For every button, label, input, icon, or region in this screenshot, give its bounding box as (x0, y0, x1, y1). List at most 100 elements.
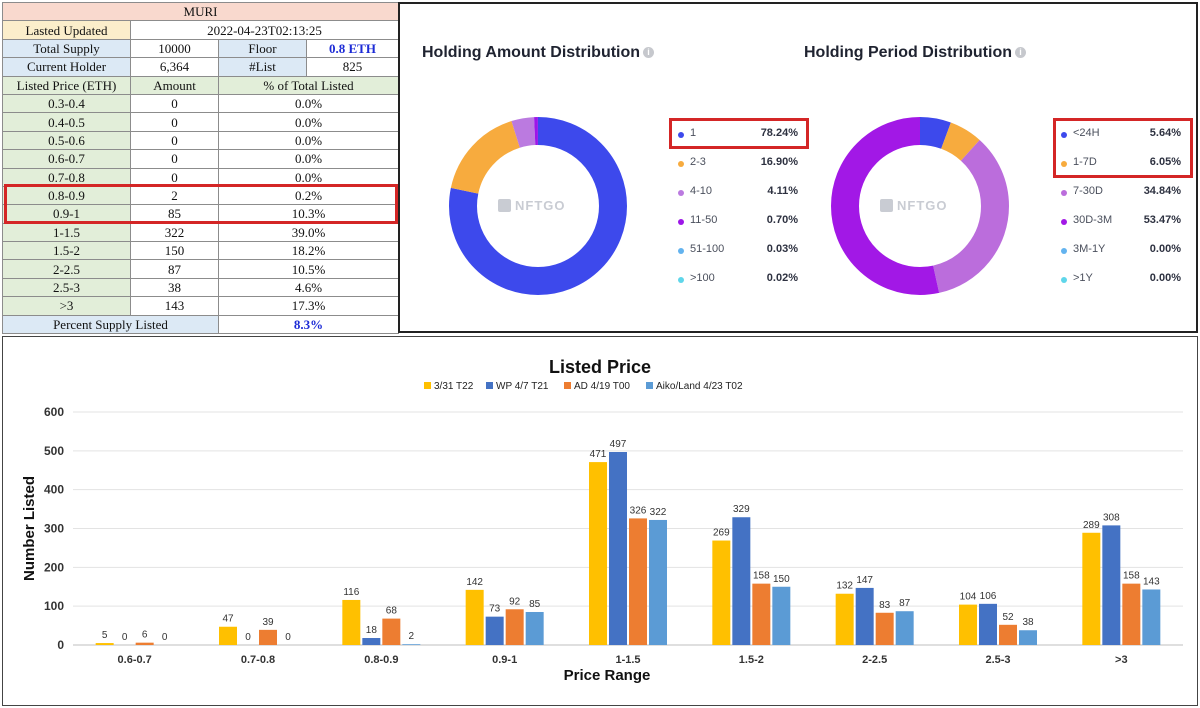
pct-cell: 4.6% (217, 277, 400, 298)
total-supply-value: 10000 (130, 38, 219, 59)
bar[interactable] (382, 618, 401, 645)
bar[interactable] (732, 517, 751, 645)
holding-period-legend: <24H 5.64% 1-7D 6.05% 7-30D 34.84% 30D-3M 53.47… (1055, 126, 1185, 300)
nftgo-watermark-text: NFTGO (897, 198, 948, 213)
pct-cell: 0.0% (217, 130, 400, 151)
price-range-cell: 1-1.5 (2, 222, 131, 243)
legend-item[interactable]: 11-50 0.70% (672, 213, 802, 242)
donut-slice[interactable] (449, 117, 627, 295)
bar[interactable] (1122, 583, 1141, 645)
total-supply-label: Total Supply (2, 38, 131, 59)
bar[interactable] (589, 462, 607, 645)
bar-value-label: 150 (773, 574, 790, 585)
table-title: MURI (1, 1, 400, 22)
holding-amount-donut (449, 117, 627, 295)
pct-cell: 17.3% (217, 296, 400, 316)
y-tick-label: 500 (44, 444, 64, 458)
holding-distribution-panel: Holding Amount Distribution i Holding Per… (398, 2, 1198, 333)
bar-value-label: 269 (713, 528, 730, 539)
bar-value-label: 143 (1143, 576, 1160, 587)
bar-value-label: 289 (1083, 520, 1100, 531)
legend-item[interactable]: 3M-1Y 0.00% (1055, 242, 1185, 271)
legend-item[interactable]: 1-7D 6.05% (1055, 155, 1185, 184)
bar[interactable] (525, 611, 544, 645)
legend-item[interactable]: 2-3 16.90% (672, 155, 802, 184)
bar[interactable] (362, 638, 381, 645)
bar-value-label: 104 (960, 592, 977, 603)
pct-cell: 39.0% (217, 222, 400, 243)
bar[interactable] (609, 451, 627, 645)
bar[interactable] (465, 589, 484, 645)
legend-item[interactable]: 30D-3M 53.47% (1055, 213, 1185, 242)
bar-value-label: 142 (466, 577, 483, 588)
legend-dot-icon (678, 219, 684, 225)
legend-dot-icon (1061, 248, 1067, 254)
legend-item[interactable]: >100 0.02% (672, 271, 802, 300)
legend-item[interactable]: >1Y 0.00% (1055, 271, 1185, 300)
bar[interactable] (1142, 589, 1161, 645)
legend-percent: 6.05% (1149, 156, 1181, 168)
legend-item[interactable]: 4-10 4.11% (672, 184, 802, 213)
amount-cell: 38 (130, 277, 219, 298)
bar[interactable] (629, 518, 647, 645)
bar[interactable] (259, 629, 277, 645)
y-tick-label: 400 (44, 483, 64, 497)
bar-value-label: 471 (590, 449, 607, 460)
amount-cell: 87 (130, 259, 219, 279)
bar[interactable] (1102, 525, 1121, 645)
price-range-cell: 1.5-2 (2, 241, 131, 261)
bar[interactable] (95, 643, 114, 645)
legend-item[interactable]: <24H 5.64% (1055, 126, 1185, 155)
info-icon[interactable]: i (1014, 47, 1026, 59)
bar[interactable] (999, 624, 1017, 645)
bar-value-label: 85 (529, 599, 541, 610)
bar[interactable] (959, 604, 977, 645)
amount-cell: 0 (130, 149, 219, 169)
price-range-cell: 0.6-0.7 (2, 149, 131, 169)
pct-cell: 0.0% (217, 149, 400, 169)
bar[interactable] (752, 583, 771, 645)
legend-swatch (564, 382, 571, 389)
y-tick-label: 600 (44, 405, 64, 419)
bar-value-label: 92 (509, 596, 521, 607)
amount-cell: 0 (130, 93, 219, 114)
price-range-cell: 0.5-0.6 (2, 130, 131, 151)
bar[interactable] (712, 540, 731, 645)
bar[interactable] (505, 609, 524, 645)
amount-cell: 150 (130, 241, 219, 261)
bar-value-label: 0 (285, 632, 291, 643)
legend-dot-icon (1061, 277, 1067, 283)
table-row: 0.4-0.5 0 0.0% (2, 112, 400, 132)
bar[interactable] (1082, 532, 1101, 645)
bar[interactable] (835, 593, 854, 645)
bar[interactable] (649, 519, 667, 645)
bar[interactable] (402, 644, 421, 645)
donut-slice[interactable] (831, 117, 1009, 295)
bar[interactable] (485, 616, 504, 645)
nftgo-logo-icon (880, 199, 893, 212)
bar[interactable] (342, 599, 361, 645)
bar[interactable] (855, 587, 874, 645)
updated-value: 2022-04-23T02:13:25 (129, 20, 400, 40)
bar-value-label: 329 (733, 504, 750, 515)
bar[interactable] (979, 603, 997, 645)
list-count-label: #List (218, 57, 307, 77)
floor-value: 0.8 ETH (305, 38, 400, 59)
table-row: >3 143 17.3% (2, 296, 400, 316)
bar[interactable] (772, 586, 791, 645)
bar-value-label: 39 (262, 617, 274, 628)
bar[interactable] (219, 626, 237, 645)
legend-item[interactable]: 1 78.24% (672, 126, 802, 155)
x-tick-label: >3 (1115, 654, 1128, 666)
holding-amount-title: Holding Amount Distribution i (422, 44, 655, 62)
y-axis-title: Number Listed (21, 476, 38, 581)
legend-item[interactable]: 7-30D 34.84% (1055, 184, 1185, 213)
donut-slice[interactable] (831, 117, 1009, 295)
bar[interactable] (895, 611, 914, 645)
bar[interactable] (875, 612, 894, 645)
bar[interactable] (135, 642, 154, 645)
bar[interactable] (1019, 630, 1037, 645)
legend-percent: 34.84% (1143, 185, 1181, 197)
info-icon[interactable]: i (643, 47, 655, 59)
legend-item[interactable]: 51-100 0.03% (672, 242, 802, 271)
